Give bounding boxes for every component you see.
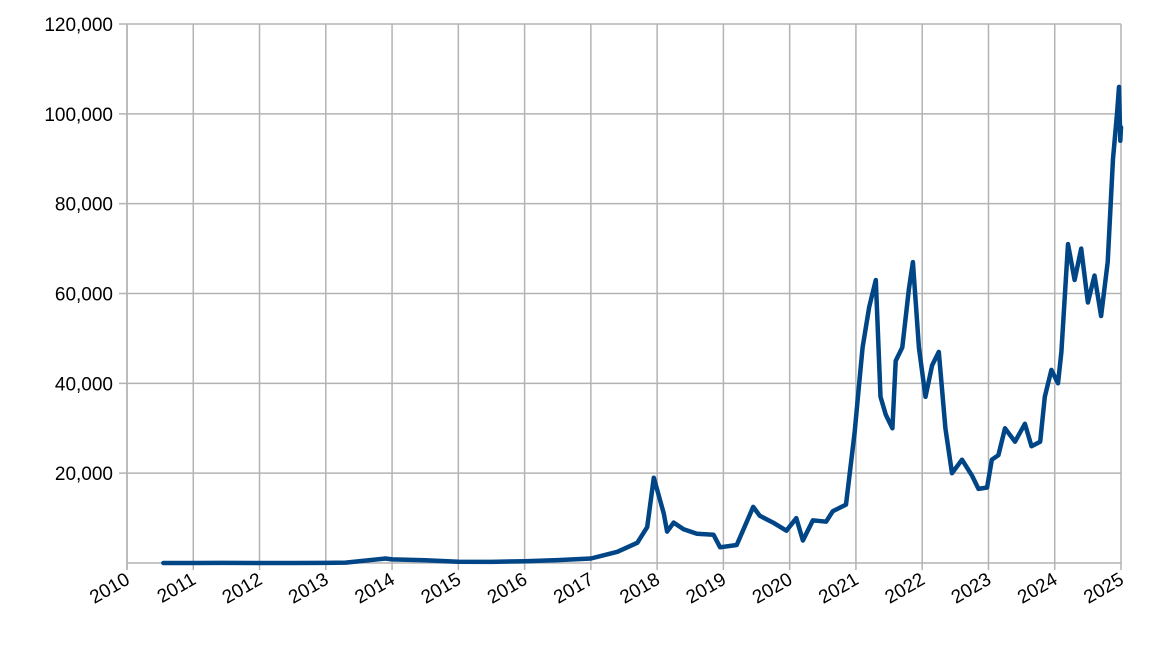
x-tick-label: 2016 (484, 569, 531, 608)
x-tick-label: 2025 (1080, 569, 1127, 608)
x-tick-label: 2012 (219, 569, 266, 608)
x-tick-label: 2010 (86, 569, 133, 608)
x-tick-label: 2021 (815, 569, 862, 608)
x-tick-label: 2024 (1014, 569, 1061, 609)
x-tick-label: 2020 (749, 569, 796, 608)
x-tick-label: 2022 (882, 569, 929, 608)
x-tick-label: 2014 (351, 569, 398, 609)
y-tick-label: 40,000 (55, 374, 113, 395)
x-tick-label: 2018 (617, 569, 664, 608)
x-tick-label: 2017 (550, 569, 597, 608)
y-tick-label: 60,000 (55, 285, 113, 306)
x-tick-label: 2023 (948, 569, 995, 608)
x-tick-label: 2013 (285, 569, 332, 608)
x-tick-label: 2015 (418, 569, 465, 608)
y-tick-label: 100,000 (44, 105, 113, 126)
y-tick-label: 120,000 (44, 15, 113, 36)
y-tick-label: 20,000 (55, 464, 113, 485)
y-tick-label: 80,000 (55, 195, 113, 216)
price-line (161, 84, 1124, 566)
x-tick-label: 2011 (154, 569, 200, 608)
x-tick-label: 2019 (683, 569, 730, 608)
